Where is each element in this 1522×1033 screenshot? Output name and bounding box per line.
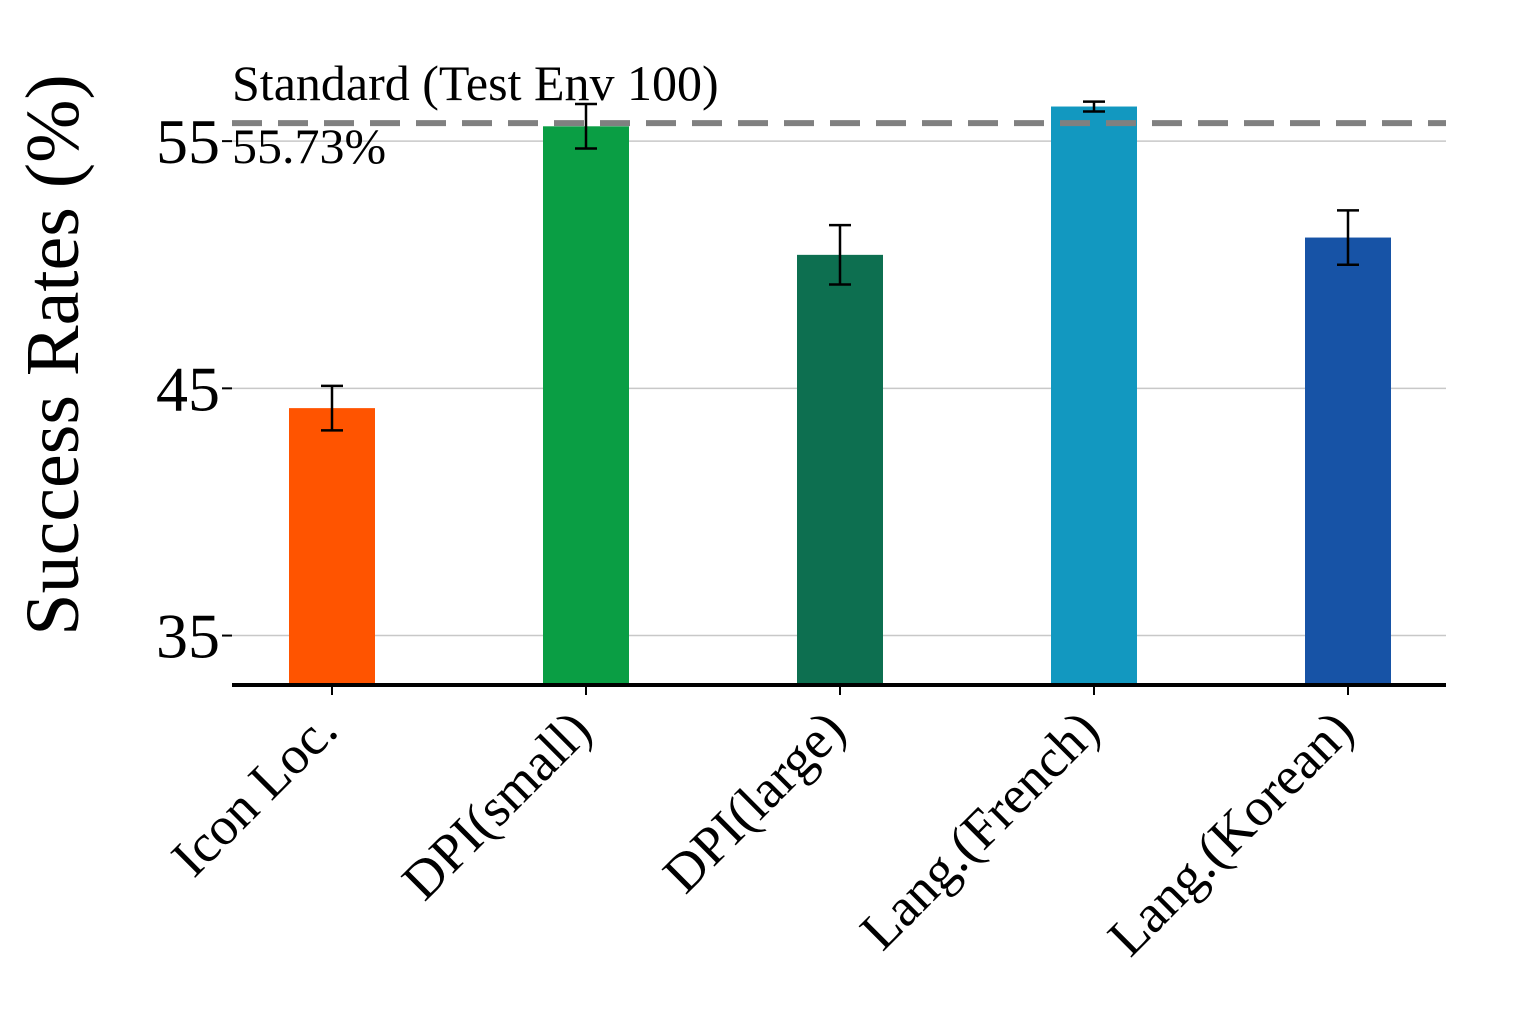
x-tick-label: DPI(large): [651, 699, 856, 904]
bar: [797, 254, 883, 685]
y-tick-label: 55: [156, 106, 220, 177]
y-tick-label: 35: [156, 601, 220, 672]
y-tick-label: 45: [156, 353, 220, 424]
ref-label-line1: Standard (Test Env 100): [232, 55, 719, 111]
bar: [289, 408, 375, 685]
y-axis-label: Success Rates (%): [11, 74, 95, 635]
x-tick-label: Lang.(French): [849, 699, 1111, 961]
x-tick-label: DPI(small): [390, 699, 602, 911]
ref-label-line2: 55.73%: [232, 118, 386, 174]
bars: [289, 100, 1391, 686]
x-tick-label: Lang.(Korean): [1096, 699, 1364, 967]
bar: [1051, 106, 1137, 685]
x-tick-label: Icon Loc.: [160, 699, 349, 888]
bar: [1305, 237, 1391, 686]
bar: [543, 126, 629, 685]
